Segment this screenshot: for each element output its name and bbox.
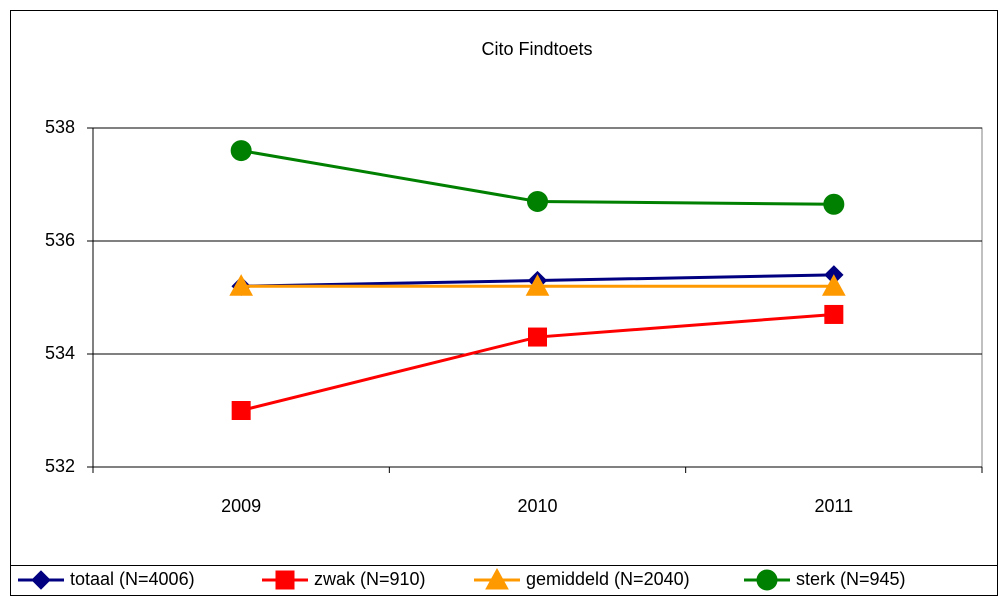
- y-tick-label: 534: [45, 343, 75, 363]
- y-tick-label: 538: [45, 117, 75, 137]
- plot-area: [92, 127, 983, 468]
- x-tick-label: 2009: [221, 496, 261, 516]
- data-point: [229, 274, 254, 296]
- data-point: [525, 274, 550, 296]
- y-tick-label: 532: [45, 456, 75, 476]
- data-point: [824, 304, 844, 324]
- data-point: [821, 274, 846, 296]
- legend-marker: [756, 569, 778, 591]
- legend-marker: [485, 567, 509, 590]
- legend-label: sterk (N=945): [796, 569, 906, 589]
- data-point: [823, 193, 845, 215]
- legend-marker: [275, 570, 295, 590]
- legend-label: gemiddeld (N=2040): [526, 569, 690, 589]
- legend-label: totaal (N=4006): [70, 569, 195, 589]
- legend-marker: [31, 570, 51, 590]
- data-point: [527, 190, 548, 212]
- x-tick-label: 2011: [814, 496, 853, 516]
- data-point: [231, 401, 251, 420]
- data-point: [528, 327, 547, 347]
- data-point: [230, 140, 252, 162]
- chart-title: Cito Findtoets: [481, 39, 592, 59]
- legend-label: zwak (N=910): [314, 569, 426, 589]
- x-tick-label: 2010: [517, 496, 557, 516]
- y-tick-label: 536: [45, 230, 75, 250]
